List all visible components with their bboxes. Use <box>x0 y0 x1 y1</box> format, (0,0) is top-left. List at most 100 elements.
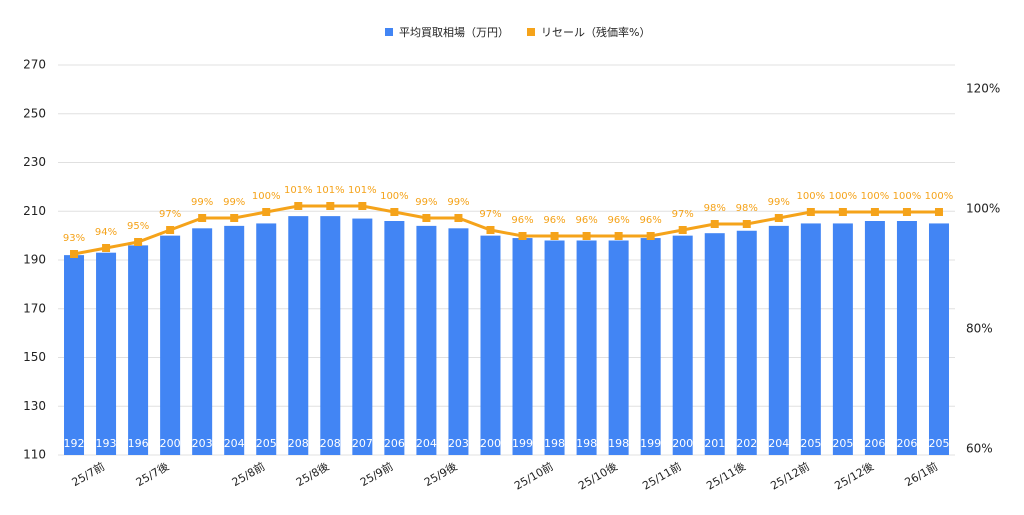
line-value-label: 97% <box>479 209 501 220</box>
x-tick-label: 25/8後 <box>293 459 331 489</box>
bar-value-label: 202 <box>736 437 757 450</box>
line-value-label: 100% <box>252 191 281 202</box>
line-point <box>838 208 847 216</box>
line-point <box>390 208 399 216</box>
line-value-label: 100% <box>380 191 409 202</box>
line-value-label: 96% <box>575 215 597 226</box>
bar-value-label: 205 <box>832 437 853 450</box>
y-tick-label: 130 <box>23 399 46 413</box>
bar <box>384 221 405 455</box>
line-value-label: 93% <box>63 233 85 244</box>
line-point <box>742 220 751 228</box>
line-point <box>70 250 79 258</box>
bar-value-label: 200 <box>672 437 693 450</box>
y2-tick-label: 120% <box>966 82 1000 96</box>
line-point <box>582 232 591 240</box>
bar-value-label: 206 <box>896 437 917 450</box>
bar <box>832 223 853 455</box>
y-tick-label: 230 <box>23 155 46 169</box>
bar <box>64 255 85 455</box>
legend-item: 平均買取相場（万円） <box>385 26 509 39</box>
x-tick-label: 25/10前 <box>512 459 556 492</box>
y2-tick-label: 80% <box>966 322 993 336</box>
bar <box>864 221 885 455</box>
bar <box>480 235 501 455</box>
bar-value-label: 204 <box>224 437 245 450</box>
bar <box>320 216 341 455</box>
line-point <box>422 214 431 222</box>
bar-value-label: 198 <box>544 437 565 450</box>
legend-label: 平均買取相場（万円） <box>399 26 509 39</box>
line-value-label: 100% <box>861 191 890 202</box>
legend-label: リセール（残価率%） <box>541 25 650 39</box>
line-point <box>134 238 143 246</box>
line-point <box>166 226 175 234</box>
line-value-label: 99% <box>415 197 437 208</box>
bar <box>608 240 629 455</box>
line-point <box>902 208 911 216</box>
line-value-label: 96% <box>608 215 630 226</box>
bar <box>192 228 213 455</box>
bar-value-label: 206 <box>384 437 405 450</box>
line-value-label: 95% <box>127 221 149 232</box>
line-point <box>934 208 943 216</box>
line-value-label: 99% <box>191 197 213 208</box>
bar-value-label: 200 <box>480 437 501 450</box>
line-point <box>518 232 527 240</box>
bar <box>672 235 693 455</box>
legend-swatch <box>385 28 393 36</box>
bar-value-label: 203 <box>448 437 469 450</box>
line-value-label: 94% <box>95 227 117 238</box>
x-tick-label: 25/12前 <box>768 459 812 492</box>
bar <box>416 225 437 455</box>
bar-value-label: 205 <box>256 437 277 450</box>
bar-value-label: 204 <box>768 437 789 450</box>
line-value-label: 96% <box>511 215 533 226</box>
line-point <box>646 232 655 240</box>
line-value-label: 98% <box>704 203 726 214</box>
line-point <box>870 208 879 216</box>
x-tick-label: 25/11前 <box>640 459 684 492</box>
bar-value-label: 198 <box>576 437 597 450</box>
bar <box>256 223 277 455</box>
y-tick-label: 170 <box>23 301 46 315</box>
x-tick-label: 25/9前 <box>357 459 395 489</box>
bar-value-label: 198 <box>608 437 629 450</box>
bar-value-label: 200 <box>160 437 181 450</box>
bar-value-label: 205 <box>800 437 821 450</box>
bar <box>128 245 149 455</box>
bar-value-label: 193 <box>96 437 117 450</box>
y-tick-label: 150 <box>23 350 46 364</box>
bar-value-label: 192 <box>64 437 85 450</box>
line-value-label: 99% <box>768 197 790 208</box>
line-point <box>294 202 303 210</box>
bar-value-label: 199 <box>640 437 661 450</box>
y-tick-label: 210 <box>23 204 46 218</box>
line-point <box>710 220 719 228</box>
line-point <box>806 208 815 216</box>
line-value-label: 101% <box>284 185 313 196</box>
line-point <box>454 214 463 222</box>
legend-swatch <box>527 28 535 36</box>
line-point <box>614 232 623 240</box>
x-tick-label: 25/7前 <box>69 459 107 489</box>
bar <box>640 238 661 455</box>
line-point <box>486 226 495 234</box>
line-value-label: 96% <box>640 215 662 226</box>
line-point <box>774 214 783 222</box>
bar-value-label: 205 <box>928 437 949 450</box>
line-point <box>198 214 207 222</box>
bar <box>544 240 565 455</box>
x-tick-label: 25/10後 <box>576 459 620 492</box>
line-value-label: 96% <box>543 215 565 226</box>
line-point <box>102 244 111 252</box>
bar-value-label: 203 <box>192 437 213 450</box>
bar <box>704 233 725 455</box>
bar <box>928 223 949 455</box>
line-value-label: 99% <box>447 197 469 208</box>
line-point <box>550 232 559 240</box>
x-tick-label: 25/12後 <box>832 459 876 492</box>
line-value-label: 98% <box>736 203 758 214</box>
bar <box>96 252 117 455</box>
